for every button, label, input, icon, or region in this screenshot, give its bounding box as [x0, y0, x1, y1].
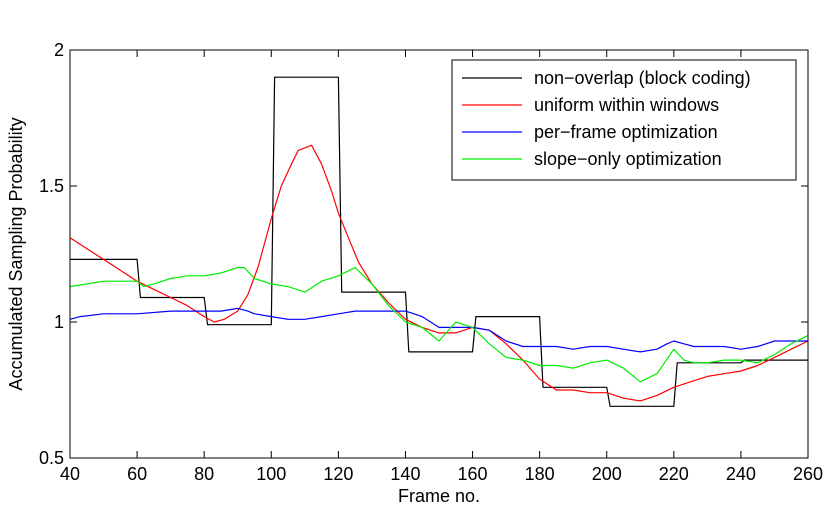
y-tick-label: 1 [54, 312, 64, 332]
x-axis-title: Frame no. [398, 486, 480, 506]
series-layer [69, 76, 809, 407]
x-tick-label: 160 [458, 464, 488, 484]
x-tick-label: 60 [127, 464, 147, 484]
legend: non−overlap (block coding) uniform within… [451, 59, 797, 181]
y-tick-label: 2 [54, 40, 64, 60]
x-tick-label: 240 [726, 464, 756, 484]
y-axis-title: Accumulated Sampling Probability [6, 117, 26, 390]
x-tick-label: 120 [323, 464, 353, 484]
legend-label-2: per−frame optimization [534, 122, 718, 142]
x-tick-label: 40 [60, 464, 80, 484]
x-tick-label: 180 [525, 464, 555, 484]
y-tick-label: 0.5 [39, 448, 64, 468]
x-tick-label: 200 [592, 464, 622, 484]
x-tick-label: 220 [659, 464, 689, 484]
x-tick-label: 140 [390, 464, 420, 484]
series-line-1 [69, 144, 809, 402]
x-tick-label: 100 [256, 464, 286, 484]
plot-frame [69, 49, 809, 459]
legend-box [451, 59, 797, 181]
series-line-3 [69, 267, 809, 383]
x-tick-label: 80 [194, 464, 214, 484]
legend-label-0: non−overlap (block coding) [534, 68, 751, 88]
legend-label-3: slope−only optimization [534, 149, 722, 169]
y-tick-label: 1.5 [39, 176, 64, 196]
ticks-layer: 40 60 80 100 120 140 160 180 200 220 240 260 0.5 1 1.5… [39, 40, 823, 484]
legend-label-1: uniform within windows [534, 95, 719, 115]
x-tick-label: 260 [793, 464, 823, 484]
